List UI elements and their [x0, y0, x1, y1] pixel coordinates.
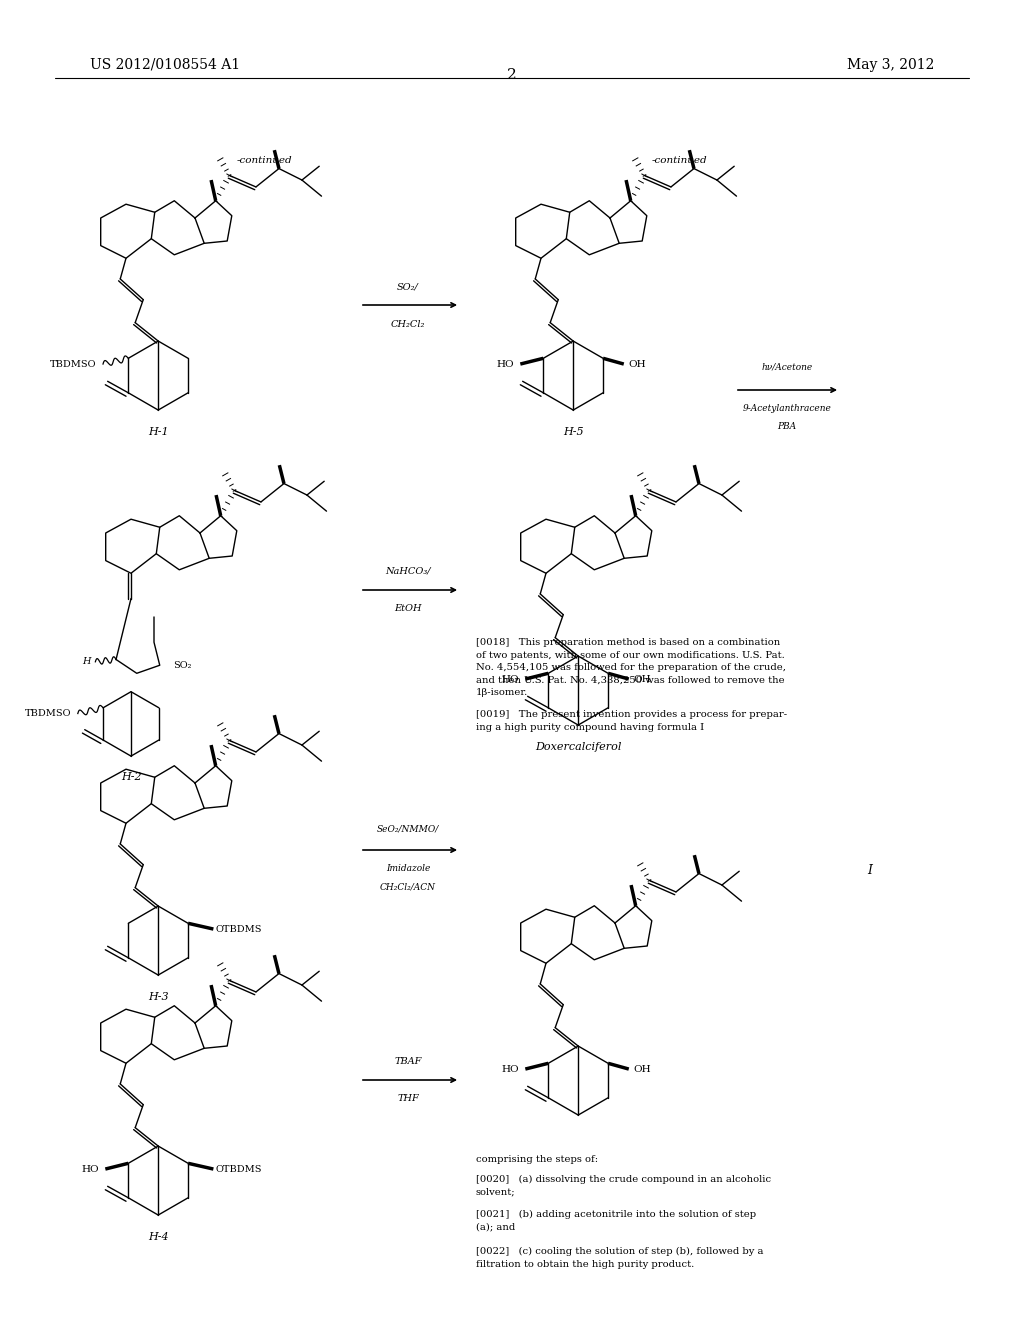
Text: NaHCO₃/: NaHCO₃/	[385, 568, 431, 576]
Text: THF: THF	[397, 1094, 419, 1104]
Text: OH: OH	[629, 359, 646, 368]
Text: SO₂: SO₂	[173, 661, 191, 669]
Text: hν/Acetone: hν/Acetone	[762, 363, 813, 372]
Text: SO₂/: SO₂/	[397, 282, 419, 292]
Text: PBA: PBA	[777, 422, 797, 432]
Text: H-5: H-5	[563, 428, 584, 437]
Text: CH₂Cl₂: CH₂Cl₂	[391, 319, 425, 329]
Text: I: I	[867, 863, 872, 876]
Text: Imidazole: Imidazole	[386, 865, 430, 873]
Text: HO: HO	[497, 359, 515, 368]
Text: TBDMSO: TBDMSO	[49, 359, 96, 368]
Text: 2: 2	[507, 69, 517, 82]
Text: OH: OH	[634, 675, 651, 684]
Text: [0021]   (b) adding acetonitrile into the solution of step
(a); and: [0021] (b) adding acetonitrile into the …	[476, 1210, 756, 1232]
Text: H: H	[82, 657, 91, 667]
Text: TBAF: TBAF	[394, 1057, 422, 1067]
Text: OH: OH	[634, 1064, 651, 1073]
Text: H-4: H-4	[147, 1233, 169, 1242]
Text: [0022]   (c) cooling the solution of step (b), followed by a
filtration to obtai: [0022] (c) cooling the solution of step …	[476, 1247, 764, 1269]
Text: HO: HO	[82, 1164, 99, 1173]
Text: Doxercalciferol: Doxercalciferol	[535, 742, 622, 752]
Text: CH₂Cl₂/ACN: CH₂Cl₂/ACN	[380, 882, 436, 891]
Text: 9-Acetylanthracene: 9-Acetylanthracene	[742, 404, 831, 413]
Text: TBDMSO: TBDMSO	[25, 709, 71, 718]
Text: [0019]   The present invention provides a process for prepar-
ing a high purity : [0019] The present invention provides a …	[476, 710, 787, 731]
Text: -continued: -continued	[237, 156, 292, 165]
Text: May 3, 2012: May 3, 2012	[847, 58, 934, 73]
Text: OTBDMS: OTBDMS	[216, 924, 262, 933]
Text: HO: HO	[502, 1064, 519, 1073]
Text: EtOH: EtOH	[394, 605, 422, 612]
Text: SeO₂/NMMO/: SeO₂/NMMO/	[377, 824, 439, 833]
Text: H-1: H-1	[147, 428, 169, 437]
Text: HO: HO	[502, 675, 519, 684]
Text: [0018]   This preparation method is based on a combination
of two patents, with : [0018] This preparation method is based …	[476, 638, 786, 697]
Text: [0020]   (a) dissolving the crude compound in an alcoholic
solvent;: [0020] (a) dissolving the crude compound…	[476, 1175, 771, 1197]
Text: comprising the steps of:: comprising the steps of:	[476, 1155, 598, 1164]
Text: OTBDMS: OTBDMS	[216, 1164, 262, 1173]
Text: H-2: H-2	[121, 772, 141, 783]
Text: -continued: -continued	[651, 156, 707, 165]
Text: H-3: H-3	[147, 993, 169, 1002]
Text: US 2012/0108554 A1: US 2012/0108554 A1	[90, 58, 240, 73]
